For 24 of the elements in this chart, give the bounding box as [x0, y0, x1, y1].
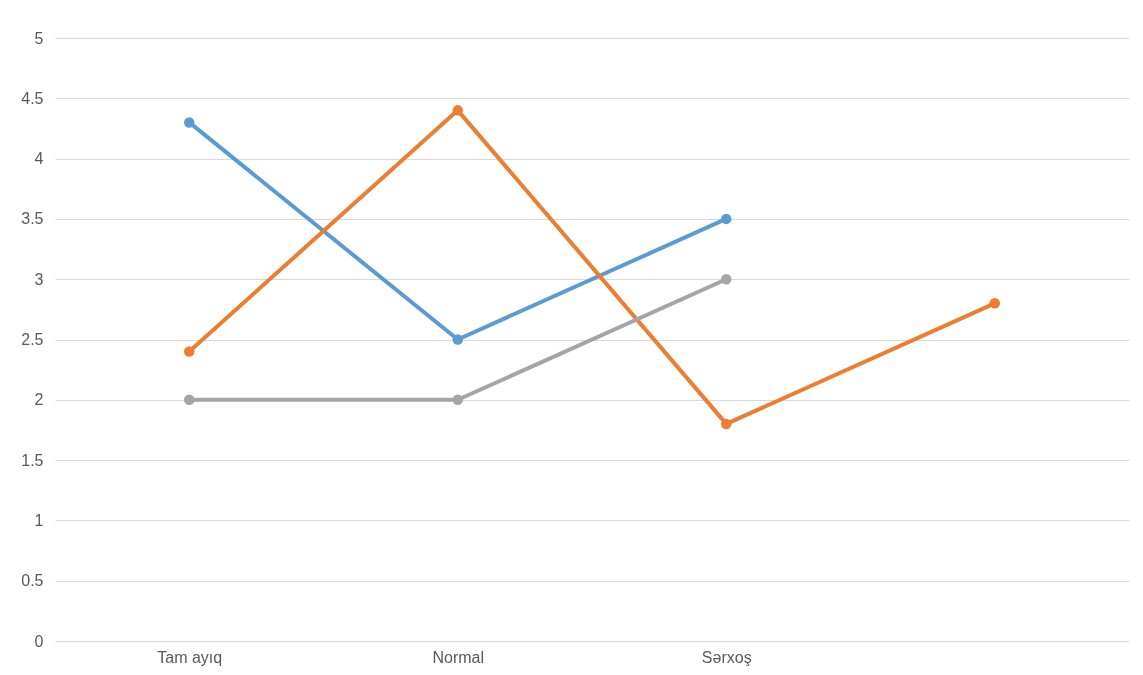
- y-tick-label: 4: [34, 150, 44, 168]
- y-tick-label: 2: [34, 391, 44, 409]
- point: [721, 418, 732, 430]
- y-tick-label: 1: [34, 511, 44, 529]
- point: [721, 213, 732, 225]
- y-tick-label: 4.5: [21, 89, 44, 107]
- point: [452, 394, 463, 406]
- y-tick-label: 2.5: [21, 331, 44, 348]
- point: [184, 117, 195, 128]
- point: [721, 273, 732, 285]
- y-tick-label: 5: [34, 29, 44, 47]
- point: [452, 334, 463, 345]
- point: [989, 298, 1000, 309]
- y-tick-label: 1.5: [21, 451, 44, 469]
- point: [452, 105, 463, 116]
- x-tick-label: Sərxoş: [701, 648, 752, 666]
- point: [184, 394, 195, 406]
- x-tick-label: Normal: [432, 648, 485, 666]
- y-tick-label: 3.5: [21, 210, 44, 228]
- point: [184, 346, 195, 357]
- y-tick-label: 0: [34, 632, 44, 650]
- y-tick-label: 0.5: [21, 572, 44, 590]
- y-tick-label: 3: [34, 270, 44, 288]
- x-tick-label: Tam ayıq: [157, 648, 223, 666]
